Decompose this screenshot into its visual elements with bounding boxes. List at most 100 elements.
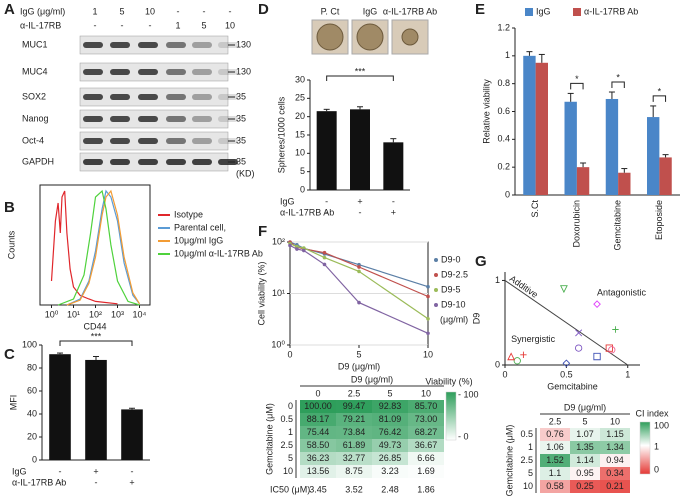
table-cell (336, 452, 372, 465)
x-tick-label: 10² (89, 309, 102, 319)
significance-bracket (652, 95, 667, 102)
blot-band (83, 94, 103, 100)
y-tick-label: 0.8 (497, 78, 510, 88)
blot-band (138, 159, 158, 165)
point (295, 247, 299, 251)
x-tick-label: S.Ct (530, 200, 540, 218)
table-cell (300, 413, 336, 426)
cell-value: 26.85 (379, 453, 402, 463)
blot-band (83, 138, 103, 144)
table-cell (570, 441, 600, 454)
point (608, 346, 616, 354)
color-scale (445, 391, 457, 441)
y-tick-label: 20 (295, 111, 305, 121)
x-tick-label: 0.5 (560, 369, 573, 379)
point (605, 344, 613, 352)
legend-swatch (434, 303, 438, 307)
lane-value: - (203, 6, 206, 16)
point (574, 344, 583, 352)
condition-label: α-IL-17RB Ab (12, 477, 66, 487)
blot-band (138, 116, 158, 122)
x-axis-label: Gemcitabine (547, 381, 598, 391)
sphere-label: IgG (363, 6, 378, 16)
legend-swatch (434, 288, 438, 292)
table-cell (336, 465, 372, 478)
y-axis-label: MFI (8, 395, 18, 411)
legend-swatch (434, 273, 438, 277)
y-tick-label: 15 (295, 129, 305, 139)
blot-band (166, 116, 186, 122)
color-scale (639, 421, 651, 475)
column-label: 10 (610, 416, 620, 426)
annotation: Antagonistic (597, 288, 647, 298)
cell-value: 99.47 (343, 401, 366, 411)
footer-value: 1.86 (417, 484, 435, 494)
condition-sign: - (325, 207, 328, 217)
line (289, 241, 429, 298)
point (357, 269, 361, 274)
table-cell (570, 467, 600, 480)
cell-value: 32.77 (343, 453, 366, 463)
blot-band (138, 138, 158, 144)
panel-label: F (258, 223, 267, 240)
panel-label: C (4, 346, 15, 363)
legend-label: 10μg/ml IgG (174, 235, 223, 245)
table-cell (540, 428, 570, 441)
table-cell (408, 413, 444, 426)
y-tick-label: 0 (505, 189, 510, 199)
table-cell (300, 465, 336, 478)
y-tick-label: 1 (495, 275, 500, 285)
table-cell (600, 480, 630, 493)
y-tick-label: 30 (295, 74, 305, 84)
table-cell (600, 428, 630, 441)
y-axis-label: Cell viability (%) (256, 261, 266, 325)
legend-low: - 0 (458, 431, 469, 441)
legend-label: D9-2.5 (441, 269, 468, 279)
cell-value: 73.00 (415, 414, 438, 424)
legend-label: D9-10 (441, 299, 466, 309)
point (426, 284, 430, 289)
cell-value: 75.44 (307, 427, 330, 437)
table-cell (540, 441, 570, 454)
row-label: 2.5 (280, 440, 293, 450)
cell-value: 73.84 (343, 427, 366, 437)
protein-label: MUC4 (22, 66, 48, 76)
cell-value: 1.15 (606, 429, 624, 439)
x-tick-label: 0 (287, 349, 292, 359)
blot-band (110, 94, 130, 100)
row-label: 0.5 (280, 414, 293, 424)
cell-value: 0.95 (576, 468, 594, 478)
cell-value: 1.1 (549, 468, 562, 478)
point (426, 316, 430, 321)
point (357, 265, 361, 269)
panel-label: A (4, 1, 15, 18)
y-tick-label: 1 (505, 50, 510, 60)
blot-band (83, 42, 103, 48)
y-tick-label: 0 (300, 184, 305, 194)
condition-sign: + (93, 466, 98, 476)
sphere-image (391, 19, 429, 55)
point (593, 352, 601, 361)
lane-value: - (149, 20, 152, 30)
blot-band (83, 116, 103, 122)
protein-label: Nanog (22, 113, 49, 123)
cell-value: 0.25 (576, 481, 594, 491)
table-cell (600, 441, 630, 454)
legend-label: α-IL-17RB Ab (584, 6, 638, 16)
sphere (401, 28, 419, 46)
blot-band (138, 42, 158, 48)
cell-value: 1.07 (576, 429, 594, 439)
y-tick-label: 10 (295, 148, 305, 158)
cell-value: 68.27 (415, 427, 438, 437)
condition-sign: - (325, 196, 328, 206)
y-tick-label: 0 (495, 359, 500, 369)
point (520, 351, 527, 359)
blot-unit: (KD) (236, 168, 255, 178)
protein-label: MUC1 (22, 39, 48, 49)
condition-sign: + (129, 477, 134, 487)
column-label: 2.5 (549, 416, 562, 426)
cell-value: 1.69 (417, 466, 435, 476)
cell-value: 0.58 (546, 481, 564, 491)
table-cell (372, 400, 408, 413)
legend-swatch (573, 8, 581, 16)
